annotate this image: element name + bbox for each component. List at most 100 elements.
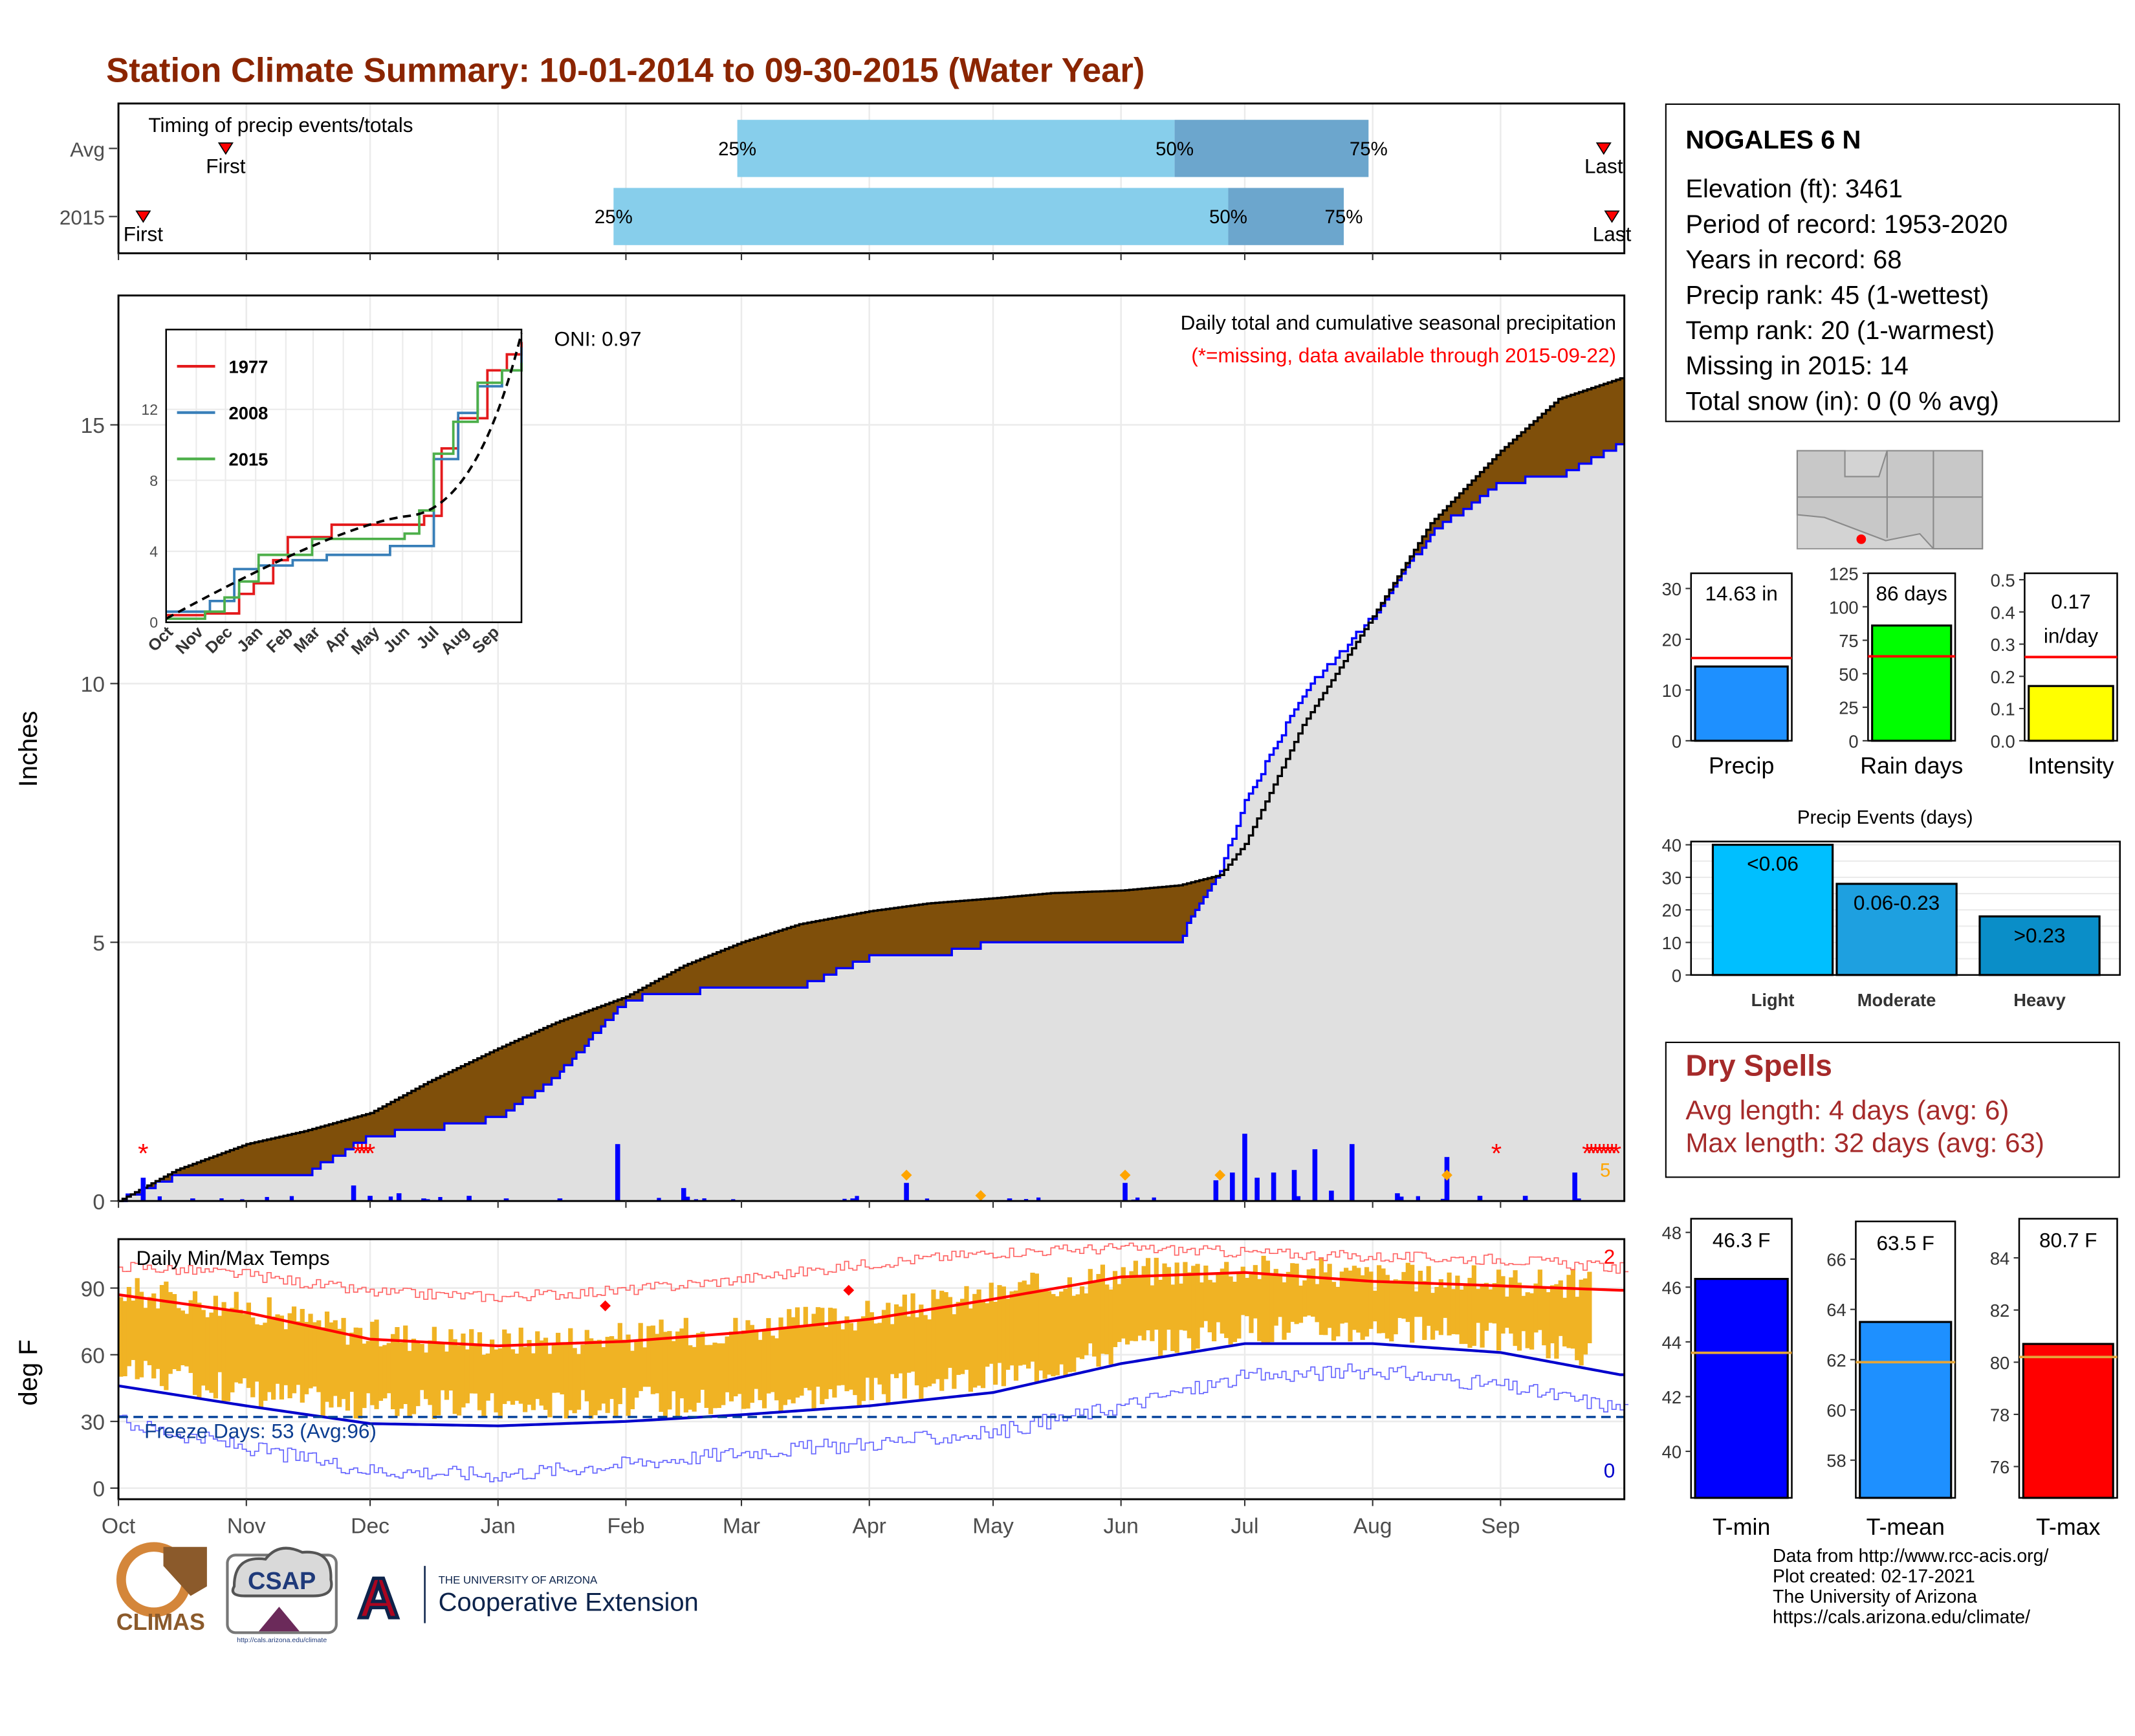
summary-tick-label: 50 <box>1839 665 1858 685</box>
summary-category-label: Precip <box>1709 753 1774 778</box>
daily-temp-bar <box>754 1329 759 1389</box>
month-tick-label: May <box>972 1515 1014 1539</box>
dry-spells-max: Max length: 32 days (avg: 63) <box>1685 1128 2044 1159</box>
observed-cumulative-area <box>118 444 1625 1202</box>
missing-marker: * <box>1586 1138 1596 1169</box>
daily-temp-bar <box>547 1354 553 1418</box>
daily-temp-bar <box>1133 1260 1139 1341</box>
daily-temp-bar <box>811 1313 816 1410</box>
daily-precip-bar <box>1291 1170 1297 1202</box>
summary-tick-label: 100 <box>1829 597 1859 617</box>
last-label: Last <box>1593 222 1632 245</box>
summary-bar <box>1694 665 1789 742</box>
station-missing: Missing in 2015: 14 <box>1685 353 1909 382</box>
daily-temp-bar <box>1381 1268 1386 1334</box>
daily-temp-bar <box>556 1332 561 1393</box>
daily-temp-bar <box>213 1295 218 1399</box>
daily-temp-bar <box>399 1342 404 1409</box>
daily-precip-bar <box>1213 1180 1219 1202</box>
temp-summary-tick-label: 44 <box>1662 1332 1681 1352</box>
daily-precip-bar <box>1242 1134 1247 1202</box>
daily-temp-bar <box>1513 1270 1518 1346</box>
summary-tick-label: 0.3 <box>1991 635 2015 655</box>
daily-temp-bar <box>126 1287 132 1367</box>
ua-logo-letter: A <box>358 1566 399 1630</box>
daily-temp-bar <box>1145 1258 1151 1331</box>
station-name: NOGALES 6 N <box>1685 126 1861 155</box>
daily-precip-bar <box>904 1183 909 1202</box>
daily-temp-bar <box>737 1334 742 1394</box>
temp-summary-tick-label: 78 <box>1990 1405 2009 1425</box>
daily-temp-bar <box>1075 1294 1080 1358</box>
daily-temp-bar <box>893 1304 899 1378</box>
daily-temp-bar <box>803 1306 808 1389</box>
timing-bar-25-50 <box>737 120 1175 177</box>
daily-precip-bar <box>466 1196 472 1202</box>
daily-precip-bar <box>1477 1196 1483 1202</box>
timing-pct-label: 50% <box>1209 206 1247 228</box>
missing-marker: * <box>361 1138 371 1169</box>
missing-count: 5 <box>1600 1159 1610 1181</box>
daily-temp-bar <box>279 1315 285 1400</box>
daily-precip-bar <box>265 1196 269 1202</box>
daily-temp-bar <box>192 1291 198 1395</box>
daily-temp-bar <box>782 1328 787 1405</box>
daily-temp-bar <box>518 1327 523 1404</box>
daily-temp-bar <box>448 1329 454 1391</box>
daily-temp-bar <box>820 1308 825 1405</box>
daily-temp-bar <box>1108 1289 1113 1365</box>
event-bar <box>1835 883 1958 976</box>
daily-temp-bar <box>1516 1282 1522 1351</box>
daily-temp-bar <box>1088 1269 1093 1344</box>
daily-precip-bar <box>1416 1196 1420 1202</box>
daily-temp-bar <box>138 1291 144 1378</box>
daily-temp-bar <box>1302 1280 1308 1317</box>
last-marker <box>1595 142 1612 155</box>
timing-title: Timing of precip events/totals <box>148 113 413 137</box>
daily-temp-bar <box>881 1310 887 1394</box>
observed-cumulative-line <box>118 443 1625 1202</box>
daily-temp-bar <box>650 1325 655 1394</box>
daily-temp-bar <box>258 1324 264 1408</box>
daily-temp-bar <box>1467 1277 1473 1348</box>
first-label: First <box>124 222 164 245</box>
daily-temp-bar <box>923 1315 928 1388</box>
missing-marker: * <box>1599 1138 1609 1169</box>
daily-temp-bar <box>890 1324 895 1374</box>
daily-temp-bar <box>662 1332 668 1420</box>
daily-temp-bar <box>349 1332 355 1392</box>
dry-spells-avg: Avg length: 4 days (avg: 6) <box>1685 1096 2009 1126</box>
daily-temp-bar <box>395 1326 400 1416</box>
daily-precip-bar <box>1522 1196 1528 1202</box>
dry-spells-title: Dry Spells <box>1685 1048 1832 1083</box>
daily-temp-bar <box>1504 1296 1509 1328</box>
daily-temp-bar <box>205 1317 210 1390</box>
timing-pct-label: 75% <box>1325 206 1363 228</box>
daily-temp-bar <box>1071 1295 1077 1372</box>
daily-temp-bar <box>1459 1289 1464 1345</box>
daily-temp-bar <box>1500 1276 1505 1334</box>
temp-summary-value-label: 80.7 F <box>2039 1229 2097 1252</box>
daily-temp-bar <box>589 1338 594 1419</box>
daily-temp-bar <box>1451 1289 1456 1334</box>
event-bar-label: <0.06 <box>1747 852 1799 875</box>
ua-logo-line2: Cooperative Extension <box>439 1588 699 1617</box>
y-tick-label: 10 <box>81 673 105 697</box>
station-location-dot <box>1856 534 1867 544</box>
record-low-count: 0 <box>1604 1458 1615 1482</box>
inset-series-line <box>166 347 523 613</box>
daily-temp-bar <box>1476 1289 1481 1323</box>
daily-temp-bar <box>865 1301 870 1378</box>
temp-summary-tick-label: 62 <box>1826 1350 1846 1370</box>
daily-temp-bar <box>902 1294 907 1399</box>
daily-temp-bar <box>523 1346 528 1412</box>
missing-marker: * <box>1594 1138 1604 1169</box>
daily-temp-bar <box>444 1351 450 1400</box>
daily-temp-bar <box>337 1328 342 1407</box>
daily-temp-bar <box>1022 1280 1027 1365</box>
daily-temp-bar <box>345 1345 351 1411</box>
daily-temp-bar <box>527 1339 532 1405</box>
daily-temp-bar <box>1009 1291 1014 1366</box>
daily-temp-bar <box>972 1293 978 1388</box>
inset-y-tick: 4 <box>149 543 158 560</box>
